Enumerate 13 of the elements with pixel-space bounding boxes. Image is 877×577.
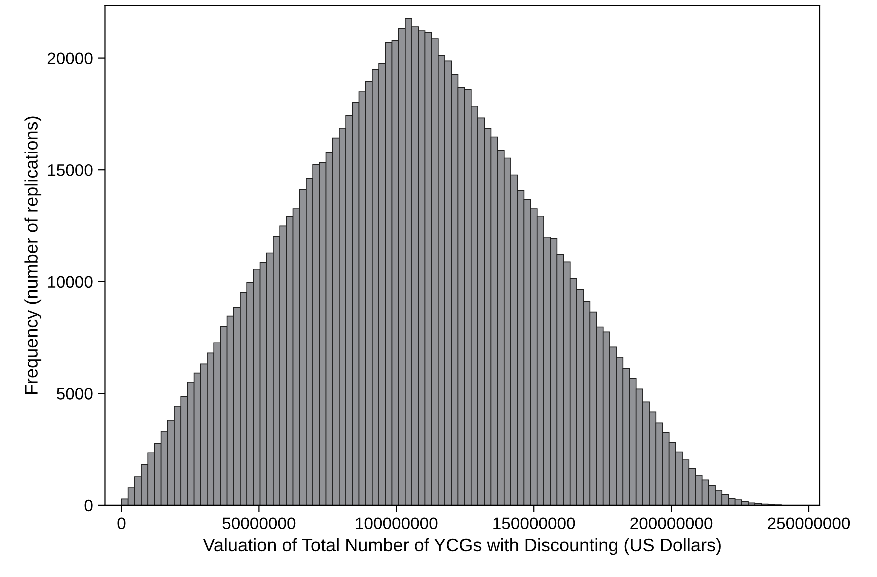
- y-tick-label: 15000: [48, 164, 93, 176]
- x-tick-label: 0: [118, 518, 126, 530]
- x-tick-label: 200000000: [630, 518, 713, 530]
- y-tick-label: 0: [84, 500, 93, 512]
- x-axis-title: Valuation of Total Number of YCGs with Discounting (US Dollars): [203, 538, 721, 556]
- y-tick-label: 20000: [48, 52, 93, 65]
- y-tick-label: 10000: [48, 276, 93, 288]
- x-tick-label: 50000000: [222, 518, 296, 530]
- x-tick-label: 250000000: [768, 518, 850, 530]
- y-tick-label: 5000: [57, 388, 93, 400]
- x-tick-label: 150000000: [494, 518, 576, 530]
- y-axis-title: Frequency (number of replications): [24, 116, 42, 394]
- x-tick-label: 100000000: [356, 518, 438, 530]
